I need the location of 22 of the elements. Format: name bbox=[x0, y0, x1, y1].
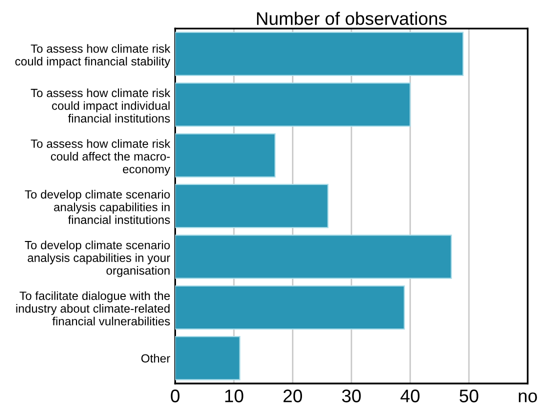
bar bbox=[175, 133, 276, 178]
y-tick-label: To develop climate scenario analysis capabilities in your organisation bbox=[24, 240, 170, 278]
bar bbox=[175, 234, 452, 279]
y-tick-label: To assess how climate risk could impact financial stability bbox=[15, 44, 170, 68]
x-tick-label: 10 bbox=[225, 390, 244, 402]
bar bbox=[175, 336, 240, 380]
y-tick-label: Other bbox=[141, 354, 170, 363]
x-tick-label: no bbox=[518, 392, 537, 402]
chart-title: Number of observations bbox=[257, 12, 447, 25]
x-tick-label: 50 bbox=[460, 390, 478, 402]
x-tick-label: 30 bbox=[342, 390, 361, 402]
x-tick-label: 20 bbox=[284, 390, 302, 402]
y-tick-label: To develop climate scenario analysis capabilities in financial institutions bbox=[24, 190, 170, 224]
bar bbox=[175, 32, 464, 76]
y-tick-label: To assess how climate risk could affect the macro- economy bbox=[30, 139, 170, 176]
y-tick-label: To facilitate dialogue with the industry about climate-related financial vulnerabilities bbox=[16, 291, 170, 326]
y-tick-label: To assess how climate risk could impact individual financial institutions bbox=[30, 88, 170, 123]
bar bbox=[175, 285, 405, 330]
bar bbox=[175, 184, 328, 228]
bar bbox=[175, 82, 411, 127]
x-tick-label: 0 bbox=[170, 390, 180, 402]
x-tick-label: 40 bbox=[400, 390, 420, 402]
